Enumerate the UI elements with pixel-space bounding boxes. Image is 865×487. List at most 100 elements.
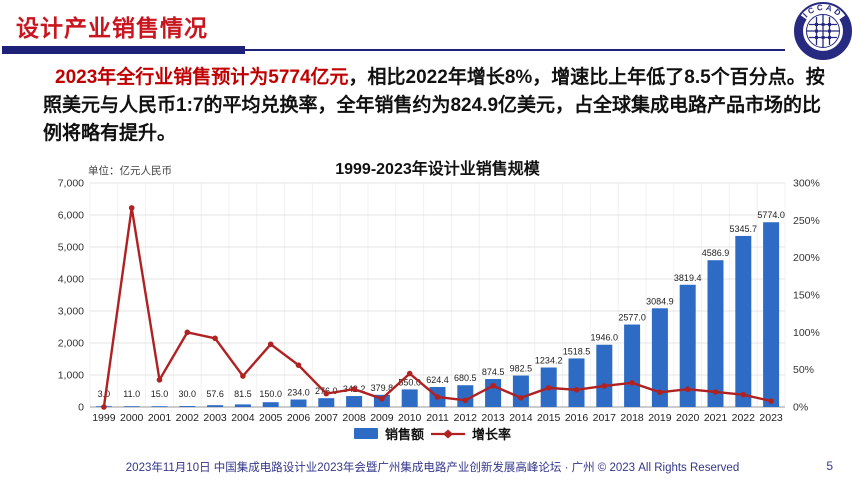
right-axis-tick: 100% [793, 327, 820, 339]
growth-point-2007 [323, 390, 330, 397]
bar-2012 [457, 385, 474, 407]
bar-2000 [123, 406, 140, 407]
x-tick-2006: 2006 [287, 412, 311, 424]
bar-label-2016: 1518.5 [563, 346, 591, 356]
x-tick-2011: 2011 [426, 412, 449, 424]
summary-text: 2023年全行业销售预计为5774亿元，相比2022年增长8%，增速比上年低了8… [43, 64, 829, 148]
bar-label-2011: 624.4 [426, 375, 449, 385]
x-tick-2003: 2003 [203, 412, 227, 424]
summary-highlight: 2023年全行业销售预计为5774亿元 [55, 67, 349, 88]
x-tick-2002: 2002 [176, 412, 200, 424]
x-tick-2014: 2014 [509, 412, 533, 424]
bar-2001 [151, 406, 168, 407]
bar-2003 [207, 405, 224, 407]
growth-point-2014 [518, 395, 524, 401]
bar-2004 [234, 404, 251, 407]
footer-text: 2023年11月10日 中国集成电路设计业2023年会暨广州集成电路产业创新发展… [125, 462, 740, 474]
x-tick-2005: 2005 [259, 412, 283, 424]
growth-point-2015 [545, 385, 552, 391]
x-tick-2012: 2012 [454, 412, 478, 424]
iccad-logo: ICCAD [793, 1, 853, 61]
legend-line-swatch [431, 429, 465, 439]
bar-2008 [346, 396, 363, 407]
growth-point-2009 [379, 395, 385, 402]
x-tick-2021: 2021 [704, 412, 728, 424]
x-tick-2023: 2023 [759, 412, 783, 424]
growth-point-2003 [212, 335, 218, 342]
left-axis-tick: 7,000 [58, 178, 84, 190]
bar-2006 [290, 399, 307, 407]
title-underline-thin [245, 49, 785, 51]
chart-title: 1999-2023年设计业销售规模 [335, 161, 540, 178]
chart-legend: 销售额 增长率 [0, 424, 865, 443]
growth-point-2006 [295, 362, 302, 368]
bar-2013 [485, 379, 502, 407]
growth-point-2010 [406, 370, 413, 377]
bar-2020 [679, 284, 696, 407]
x-tick-2022: 2022 [732, 412, 756, 424]
bar-label-2013: 874.5 [482, 367, 505, 377]
x-tick-2015: 2015 [537, 412, 561, 424]
left-axis-tick: 1,000 [58, 370, 84, 382]
growth-point-1999 [101, 404, 107, 410]
x-tick-2008: 2008 [342, 412, 366, 424]
bar-2002 [179, 406, 196, 407]
right-axis-tick: 0% [793, 402, 808, 414]
bar-2019 [651, 308, 668, 407]
bar-2016 [568, 358, 585, 407]
bar-label-2020: 3819.4 [674, 273, 702, 283]
summary-rest: ，相比2022年增长8%，增速比上年低了8.5个百分点。按照美元与人民币1:7的… [43, 67, 825, 144]
bar-label-2018: 2577.0 [618, 313, 646, 323]
growth-point-2011 [434, 394, 441, 400]
bar-label-2002: 30.0 [179, 389, 197, 399]
bar-label-2017: 1946.0 [591, 333, 619, 343]
page-number: 5 [826, 459, 833, 473]
x-tick-2016: 2016 [565, 412, 589, 424]
bar-label-2012: 680.5 [454, 373, 477, 383]
right-axis-tick: 250% [793, 215, 820, 227]
bar-label-2019: 3084.9 [646, 296, 674, 306]
growth-point-2001 [156, 377, 163, 383]
x-tick-2000: 2000 [120, 412, 144, 424]
x-tick-2009: 2009 [370, 412, 394, 424]
legend-line-marker-icon [431, 429, 465, 438]
bar-label-2004: 81.5 [234, 389, 252, 399]
x-tick-2020: 2020 [676, 412, 700, 424]
bar-2018 [624, 324, 641, 407]
growth-point-2023 [768, 398, 774, 404]
bar-label-2009: 379.8 [371, 383, 394, 393]
bar-label-2006: 234.0 [287, 388, 310, 398]
bar-2007 [318, 398, 335, 407]
right-axis-tick: 300% [793, 178, 820, 190]
x-tick-2013: 2013 [481, 412, 505, 424]
x-tick-2004: 2004 [231, 412, 255, 424]
bar-label-1999: 3.0 [98, 389, 111, 399]
title-underline-thick [2, 46, 245, 54]
growth-point-2013 [490, 382, 496, 389]
growth-point-2016 [573, 387, 580, 393]
sales-chart: 0 1,000 2,000 3,000 4,000 5,000 6,000 7,000 0% 50… [58, 178, 820, 425]
left-axis-tick: 0 [78, 402, 84, 414]
left-axis-tick: 4,000 [58, 274, 84, 286]
legend-bar-label: 销售额 [384, 427, 424, 442]
chart-unit-label: 单位：亿元人民币 [88, 165, 172, 177]
bar-2005 [262, 402, 279, 407]
bar-2023 [763, 222, 780, 407]
growth-point-2002 [184, 329, 191, 336]
x-tick-1999: 1999 [92, 412, 116, 424]
x-tick-2018: 2018 [620, 412, 644, 424]
bar-label-2003: 57.6 [206, 389, 224, 399]
legend-line-label: 增长率 [472, 427, 512, 442]
left-axis-tick: 3,000 [58, 306, 84, 318]
bar-label-2000: 11.0 [123, 389, 140, 399]
bar-label-2023: 5774.0 [757, 210, 785, 220]
x-tick-2010: 2010 [398, 412, 422, 424]
growth-point-2004 [240, 373, 246, 379]
left-axis-tick: 6,000 [58, 210, 84, 222]
growth-point-2019 [657, 389, 663, 396]
bar-2017 [596, 344, 613, 407]
bar-label-2005: 150.0 [259, 389, 282, 399]
iccad-logo-icon: ICCAD [794, 2, 852, 60]
growth-point-2018 [629, 380, 635, 386]
